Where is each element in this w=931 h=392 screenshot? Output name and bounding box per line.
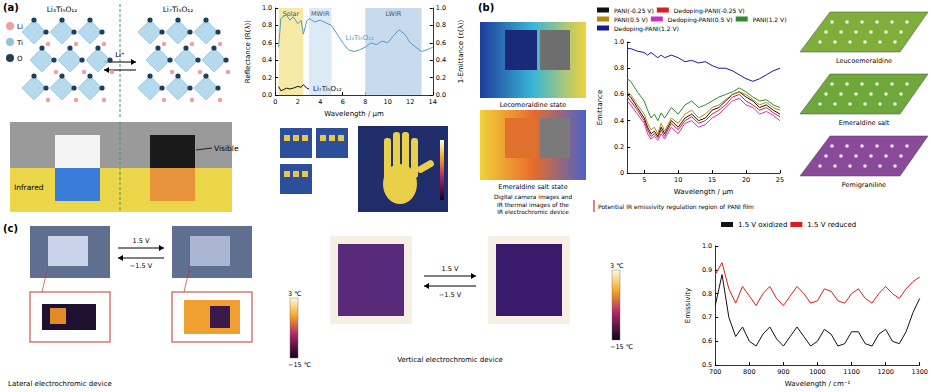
svg-text:0.2: 0.2	[262, 74, 272, 82]
svg-text:1300: 1300	[911, 368, 928, 376]
svg-text:Infrared: Infrared	[14, 183, 44, 192]
svg-text:Reflectance (R(λ)): Reflectance (R(λ))	[244, 20, 252, 83]
svg-text:900: 900	[777, 368, 789, 376]
svg-text:IR thermal images of the: IR thermal images of the	[497, 202, 569, 209]
svg-text:Li₇Ti₅O₁₂: Li₇Ti₅O₁₂	[163, 5, 194, 14]
svg-text:Lateral electrochromic device: Lateral electrochromic device	[8, 380, 112, 388]
svg-text:0.2: 0.2	[614, 143, 624, 151]
svg-text:0.6: 0.6	[262, 39, 272, 47]
svg-text:10: 10	[674, 176, 682, 184]
svg-text:Leucoemeraldine: Leucoemeraldine	[836, 57, 892, 65]
svg-text:3 ℃: 3 ℃	[610, 262, 624, 270]
svg-text:(c): (c)	[3, 223, 18, 234]
svg-text:1.0: 1.0	[614, 38, 624, 46]
svg-text:700: 700	[709, 368, 721, 376]
svg-text:0.9: 0.9	[702, 266, 712, 274]
svg-text:3 ℃: 3 ℃	[288, 290, 302, 298]
svg-text:1.0: 1.0	[436, 4, 446, 12]
svg-text:14: 14	[429, 98, 437, 106]
svg-text:Potential IR emissivity regula: Potential IR emissivity regulation regio…	[598, 203, 754, 211]
svg-text:1.5 V: 1.5 V	[133, 237, 150, 245]
svg-text:Li₇Ti₅O₁₂: Li₇Ti₅O₁₂	[313, 85, 342, 93]
svg-text:Emissivity: Emissivity	[684, 288, 692, 323]
svg-text:0.4: 0.4	[262, 56, 272, 64]
svg-text:800: 800	[743, 368, 755, 376]
svg-text:0.8: 0.8	[614, 64, 624, 72]
svg-text:Pemigraniline: Pemigraniline	[842, 181, 886, 189]
svg-text:Solar: Solar	[283, 10, 300, 18]
svg-text:Li₄Ti₅O₁₂: Li₄Ti₅O₁₂	[47, 5, 78, 14]
svg-text:(a): (a)	[3, 2, 19, 13]
svg-text:Digital camera images and: Digital camera images and	[494, 194, 573, 201]
svg-text:0.7: 0.7	[702, 313, 712, 321]
svg-text:0.6: 0.6	[614, 90, 624, 98]
svg-text:Emeraldine salt: Emeraldine salt	[839, 119, 890, 127]
svg-text:15: 15	[708, 176, 716, 184]
svg-text:LWIR: LWIR	[385, 10, 401, 18]
svg-text:1.0: 1.0	[262, 4, 272, 12]
svg-text:Dedoping-PANI(1.2 V): Dedoping-PANI(1.2 V)	[614, 25, 679, 33]
svg-text:0.0: 0.0	[262, 91, 272, 99]
svg-text:Wavelength / μm: Wavelength / μm	[674, 188, 734, 196]
svg-text:0.4: 0.4	[614, 117, 624, 125]
svg-text:PANI(1.2 V): PANI(1.2 V)	[753, 16, 787, 23]
svg-text:0.2: 0.2	[436, 74, 446, 82]
svg-text:O: O	[17, 55, 23, 63]
svg-text:0.5: 0.5	[701, 361, 713, 370]
svg-text:0.6: 0.6	[436, 39, 446, 47]
svg-text:2: 2	[296, 98, 300, 106]
svg-text:(b): (b)	[478, 2, 494, 13]
svg-text:−1.5 V: −1.5 V	[439, 291, 462, 299]
svg-text:1.5 V reduced: 1.5 V reduced	[807, 221, 856, 229]
svg-text:Lecomeraldine state: Lecomeraldine state	[500, 101, 566, 109]
svg-text:Emeraldine salt state: Emeraldine salt state	[498, 183, 567, 191]
svg-text:1100: 1100	[843, 368, 860, 376]
svg-text:0: 0	[273, 98, 277, 106]
svg-text:Wavelength / μm: Wavelength / μm	[324, 110, 384, 118]
svg-text:0.8: 0.8	[702, 290, 712, 298]
svg-text:Li₄Ti₅O₁₂: Li₄Ti₅O₁₂	[345, 34, 374, 42]
svg-text:25: 25	[776, 176, 784, 184]
svg-text:Dedoping-PANI(-0.25 V): Dedoping-PANI(-0.25 V)	[674, 7, 745, 15]
svg-text:12: 12	[406, 98, 414, 106]
svg-text:−15 ℃: −15 ℃	[610, 343, 633, 351]
svg-text:6: 6	[341, 98, 345, 106]
svg-text:PANI(-0.25 V): PANI(-0.25 V)	[614, 7, 654, 14]
svg-text:Li: Li	[17, 23, 23, 31]
svg-text:1.5 V oxidized: 1.5 V oxidized	[738, 221, 787, 229]
svg-text:−1.5 V: −1.5 V	[130, 262, 153, 270]
svg-text:0.4: 0.4	[436, 56, 446, 64]
svg-text:Emittance: Emittance	[596, 90, 604, 126]
svg-text:Vertical electrochromic device: Vertical electrochromic device	[397, 356, 503, 364]
svg-text:Visible: Visible	[214, 144, 239, 153]
svg-text:10: 10	[384, 98, 392, 106]
svg-text:0: 0	[620, 169, 624, 177]
svg-text:5: 5	[642, 176, 646, 184]
svg-text:Ti: Ti	[16, 39, 23, 47]
svg-text:0.6: 0.6	[702, 337, 712, 345]
svg-text:0.0: 0.0	[436, 91, 446, 99]
svg-text:1.0: 1.0	[702, 242, 712, 250]
svg-text:1000: 1000	[809, 368, 826, 376]
svg-text:20: 20	[742, 176, 750, 184]
svg-text:−15 ℃: −15 ℃	[288, 361, 311, 369]
svg-text:IR electrochromic device: IR electrochromic device	[497, 209, 569, 215]
svg-text:Li⁺: Li⁺	[115, 51, 125, 59]
svg-text:PANI(0.5 V): PANI(0.5 V)	[614, 16, 648, 23]
svg-text:1200: 1200	[877, 368, 894, 376]
svg-text:0.8: 0.8	[436, 21, 446, 29]
svg-text:1.5 V: 1.5 V	[442, 265, 459, 273]
svg-text:MWIR: MWIR	[311, 10, 330, 18]
svg-text:0.8: 0.8	[262, 21, 272, 29]
svg-text:Dedoping-PANI(0.5 V): Dedoping-PANI(0.5 V)	[668, 16, 733, 24]
svg-text:Wavelength / cm⁻¹: Wavelength / cm⁻¹	[785, 380, 851, 388]
svg-text:1-Emittance (ε(λ)): 1-Emittance (ε(λ))	[457, 19, 465, 83]
svg-text:4: 4	[318, 98, 322, 106]
svg-text:8: 8	[363, 98, 367, 106]
